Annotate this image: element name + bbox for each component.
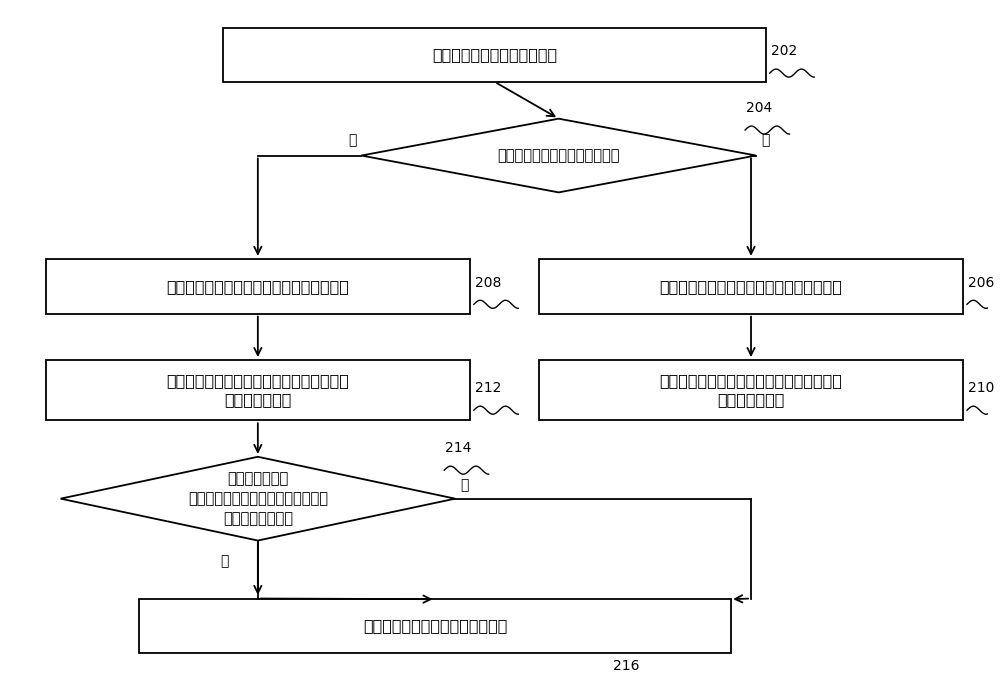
Polygon shape <box>361 119 756 192</box>
FancyBboxPatch shape <box>539 360 963 421</box>
Text: 从用户界面获取待鉴定的信息: 从用户界面获取待鉴定的信息 <box>432 47 557 63</box>
FancyBboxPatch shape <box>539 259 963 313</box>
Text: 210: 210 <box>968 381 994 396</box>
Text: 检测待鉴定的信息是否包括数字: 检测待鉴定的信息是否包括数字 <box>497 148 620 163</box>
Text: 是: 是 <box>220 554 228 568</box>
Text: 请求电话标记接口对待鉴定的信息进行鉴定: 请求电话标记接口对待鉴定的信息进行鉴定 <box>166 279 349 294</box>
Text: 206: 206 <box>968 276 994 290</box>
Text: 在用户界面上显示安全性鉴定结果: 在用户界面上显示安全性鉴定结果 <box>363 619 508 634</box>
Text: 204: 204 <box>746 101 772 115</box>
Text: 接收电话标记接口返回的对待鉴定的信息的
安全性鉴定结果: 接收电话标记接口返回的对待鉴定的信息的 安全性鉴定结果 <box>166 373 349 408</box>
Text: 否: 否 <box>348 133 356 148</box>
Polygon shape <box>61 457 455 541</box>
Text: 208: 208 <box>475 276 501 290</box>
Text: 214: 214 <box>445 441 472 456</box>
FancyBboxPatch shape <box>223 28 766 82</box>
Text: 检测是否接收到
电话标记接口返回的对待鉴定的信息
的安全性鉴定结果: 检测是否接收到 电话标记接口返回的对待鉴定的信息 的安全性鉴定结果 <box>188 471 328 526</box>
Text: 212: 212 <box>475 381 501 396</box>
FancyBboxPatch shape <box>46 360 470 421</box>
Text: 216: 216 <box>613 659 639 673</box>
Text: 是: 是 <box>761 133 769 148</box>
FancyBboxPatch shape <box>139 599 731 653</box>
Text: 接收短信查询接口返回的对待鉴定的信息的
安全性鉴定结果: 接收短信查询接口返回的对待鉴定的信息的 安全性鉴定结果 <box>660 373 842 408</box>
FancyBboxPatch shape <box>46 259 470 313</box>
Text: 请求短信查询接口对待鉴定的信息进行鉴定: 请求短信查询接口对待鉴定的信息进行鉴定 <box>660 279 842 294</box>
Text: 否: 否 <box>460 478 468 492</box>
Text: 202: 202 <box>771 44 797 59</box>
